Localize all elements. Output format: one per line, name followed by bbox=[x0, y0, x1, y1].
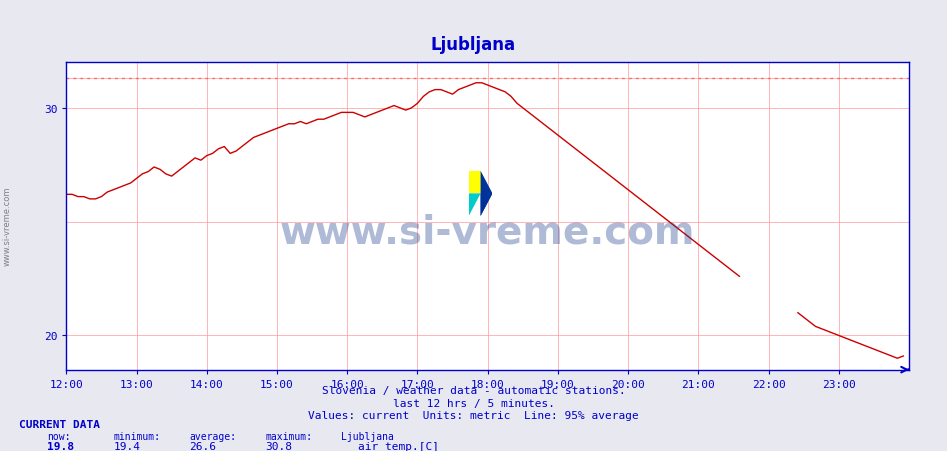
Text: maximum:: maximum: bbox=[265, 431, 313, 441]
Text: 30.8: 30.8 bbox=[265, 441, 293, 451]
Polygon shape bbox=[469, 171, 481, 194]
Text: Ljubljana: Ljubljana bbox=[341, 431, 394, 441]
Polygon shape bbox=[481, 171, 492, 216]
Polygon shape bbox=[481, 194, 492, 216]
Text: Ljubljana: Ljubljana bbox=[431, 36, 516, 54]
Text: air temp.[C]: air temp.[C] bbox=[358, 441, 439, 451]
Text: 19.8: 19.8 bbox=[47, 441, 75, 451]
Text: 26.6: 26.6 bbox=[189, 441, 217, 451]
Text: Slovenia / weather data - automatic stations.: Slovenia / weather data - automatic stat… bbox=[322, 386, 625, 396]
Polygon shape bbox=[469, 194, 481, 216]
Text: now:: now: bbox=[47, 431, 71, 441]
Text: CURRENT DATA: CURRENT DATA bbox=[19, 419, 100, 429]
Text: www.si-vreme.com: www.si-vreme.com bbox=[280, 213, 695, 251]
Text: average:: average: bbox=[189, 431, 237, 441]
Text: minimum:: minimum: bbox=[114, 431, 161, 441]
Text: last 12 hrs / 5 minutes.: last 12 hrs / 5 minutes. bbox=[392, 398, 555, 408]
Text: 19.4: 19.4 bbox=[114, 441, 141, 451]
Text: Values: current  Units: metric  Line: 95% average: Values: current Units: metric Line: 95% … bbox=[308, 410, 639, 420]
Text: www.si-vreme.com: www.si-vreme.com bbox=[3, 186, 12, 265]
